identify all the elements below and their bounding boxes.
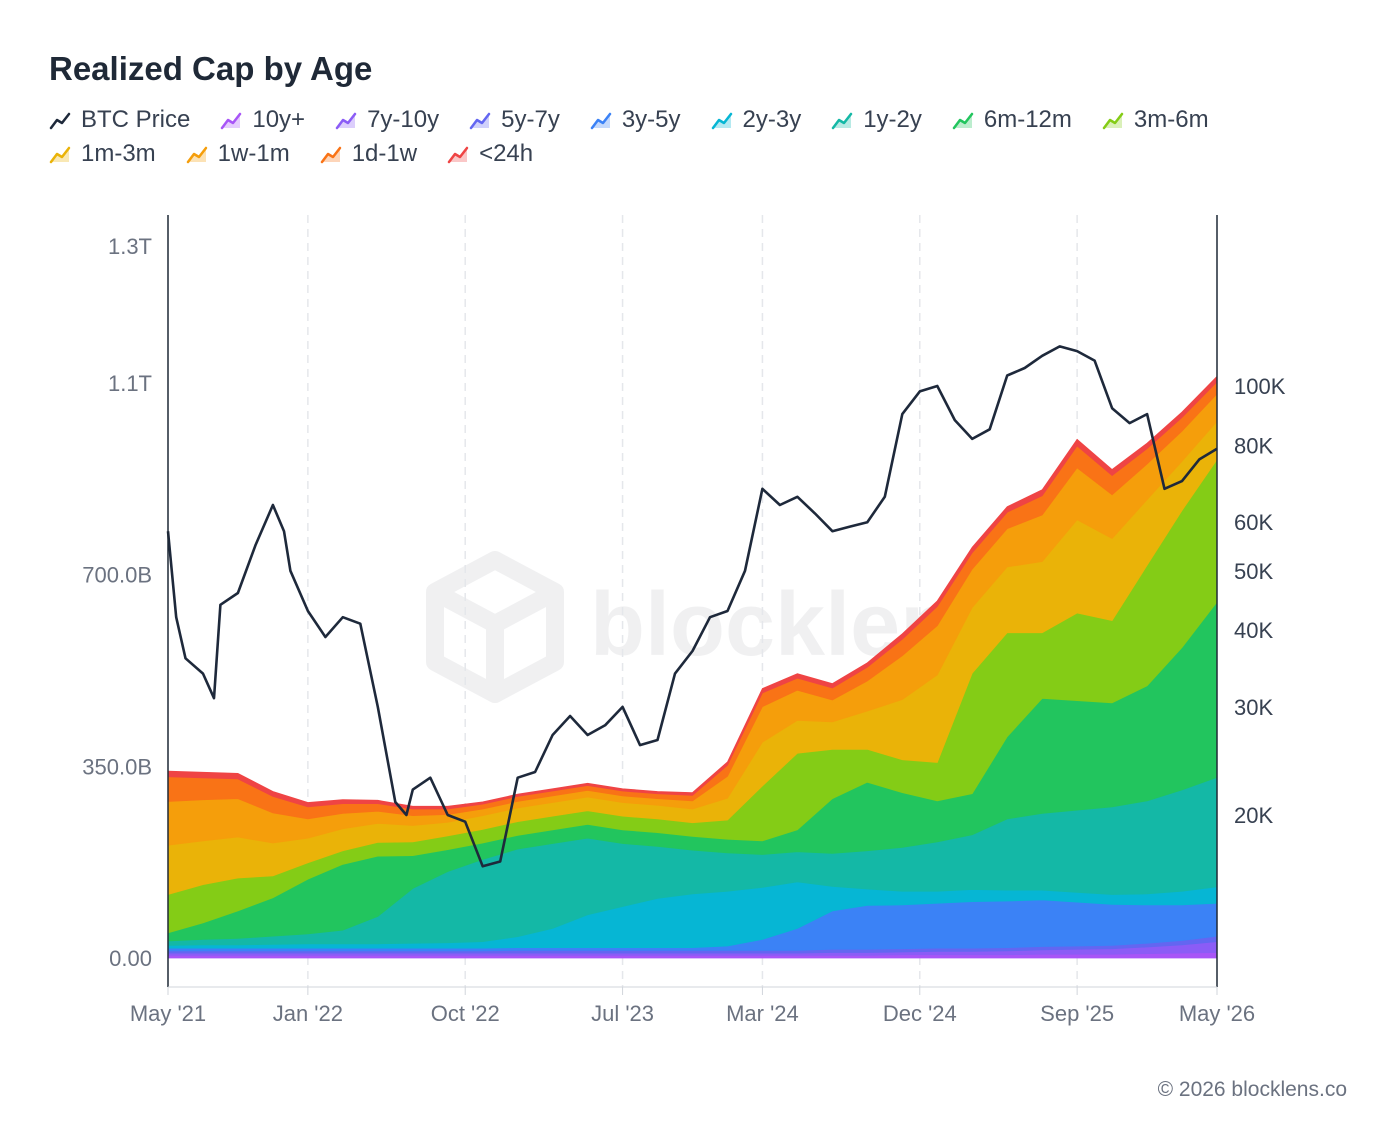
legend-item[interactable]: 5y-7y [469,106,560,133]
x-tick-label: Oct '22 [431,1001,500,1026]
legend-label: 1d-1w [351,140,418,167]
legend-item[interactable]: 2y-3y [711,106,802,133]
y-right-tick-label: 100K [1234,374,1286,399]
legend-label: 6m-12m [983,106,1072,133]
btc-price-line[interactable] [166,345,1218,868]
area-icon [831,112,853,130]
legend-item[interactable]: <24h [447,140,534,167]
area-icon [221,112,242,130]
y-left-tick-label: 350.0B [82,754,152,779]
area-icon [320,146,341,164]
legend-item[interactable]: 6m-12m [952,106,1072,133]
legend-label: 3y-5y [621,106,681,133]
legend-label: 10y+ [252,106,306,133]
area-icon [49,146,71,164]
legend-label: 5y-7y [501,106,560,133]
y-right-tick-label: 50K [1234,559,1273,584]
legend-item[interactable]: 7y-10y [335,106,440,133]
y-right-tick-label: 20K [1234,803,1273,828]
legend-item[interactable]: 3m-6m [1102,106,1209,133]
area-icon [447,146,469,164]
legend-label: 1m-3m [81,140,156,167]
area-icon [186,146,207,164]
legend-item[interactable]: 1d-1w [320,140,418,167]
legend-item[interactable]: 1m-3m [49,140,156,167]
y-right-tick-label: 80K [1234,433,1273,458]
area-icon [952,112,974,130]
legend-label: 2y-3y [742,106,802,133]
chart-legend: BTC Price 10y+ 7y-10y 5y-7y 3y-5y 2y-3y 1y-2y 6… [49,106,1349,167]
area-icon [711,112,732,130]
x-tick-label: Mar '24 [726,1001,799,1026]
copyright-footer: © 2026 blocklens.co [1157,1078,1347,1101]
x-tick-label: Sep '25 [1040,1001,1114,1026]
x-tick-label: Jul '23 [591,1001,654,1026]
x-tick-label: Jan '22 [273,1001,343,1026]
line-icon [49,112,71,130]
legend-item[interactable]: 3y-5y [590,106,681,133]
legend-item[interactable]: 10y+ [220,106,306,133]
x-tick-label: May '26 [1179,1001,1255,1026]
legend-item[interactable]: BTC Price [49,106,191,133]
area-icon [335,112,357,130]
y-left-tick-label: 0.00 [109,946,152,971]
legend-label: 1y-2y [863,106,922,133]
y-right-tick-label: 40K [1234,618,1273,643]
legend-label: 7y-10y [367,106,440,133]
y-left-tick-label: 1.3T [108,234,152,259]
x-tick-label: May '21 [130,1001,206,1026]
legend-label: BTC Price [81,106,191,133]
area-icon [469,112,491,130]
legend-label: <24h [479,140,534,167]
area-icon [590,112,612,130]
legend-item[interactable]: 1w-1m [186,140,290,167]
y-left-tick-label: 700.0B [82,563,152,588]
legend-label: 3m-6m [1133,106,1209,133]
y-right-tick-label: 30K [1234,695,1273,720]
y-left-tick-label: 1.1T [108,371,152,396]
x-tick-label: Dec '24 [883,1001,957,1026]
legend-item[interactable]: 1y-2y [831,106,922,133]
area-icon [1102,112,1124,130]
chart-title: Realized Cap by Age [49,50,373,87]
y-right-tick-label: 60K [1234,510,1273,535]
legend-label: 1w-1m [217,140,290,167]
